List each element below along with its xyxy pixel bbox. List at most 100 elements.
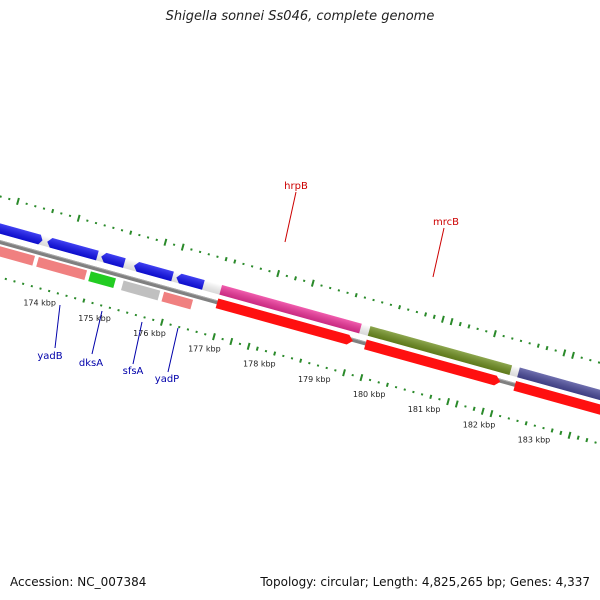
gene-bar-salmon-3[interactable] [161,291,194,310]
gc-tick [511,337,514,340]
gc-tick [299,358,303,363]
gc-tick [186,328,190,331]
gene-bar-green[interactable] [88,271,116,289]
gc-tick [380,301,384,304]
gc-tick [325,366,328,370]
gc-tick [8,197,11,201]
gc-tick [562,349,567,357]
gc-tick [472,406,476,412]
gene-bar-salmon-1[interactable] [0,235,36,266]
gc-tick [328,286,332,290]
gc-tick [337,289,341,292]
gc-tick [125,311,129,314]
gc-tick [293,276,297,281]
gc-tick [246,342,251,350]
gc-tick [180,243,185,251]
gc-tick [178,325,181,329]
gc-tick [372,298,375,302]
gc-tick [238,342,242,346]
gc-tick [346,291,349,295]
gc-tick [204,333,207,336]
gc-tick [16,197,20,206]
gene-label-hrpB[interactable]: hrpB [284,181,308,192]
gc-tick [224,256,228,262]
scale-label: 181 kbp [408,405,441,414]
gc-tick [480,407,485,415]
gc-tick [198,250,202,254]
gc-tick [389,303,393,307]
pointer-yadP [167,327,179,373]
gc-tick [446,397,451,406]
gene-label-yadP[interactable]: yadP [155,374,179,385]
scale-label: 174 kbp [23,299,56,308]
gc-tick [467,324,471,329]
gc-skew-track-lower [4,277,597,444]
gene-arrow-red-3[interactable] [513,381,600,425]
gc-tick [195,330,198,334]
gc-tick [351,373,354,377]
gc-tick [385,382,389,387]
gene-label-dksA[interactable]: dksA [79,358,103,369]
gc-tick [129,230,133,235]
gc-tick [91,301,94,305]
feature-row-lower [0,235,600,425]
gc-tick [282,354,285,358]
gene-label-sfsA[interactable]: sfsA [123,366,144,377]
gc-tick [368,378,372,382]
gene-label-mrcB[interactable]: mrcB [433,217,459,228]
gc-tick [310,279,315,287]
gc-tick [571,351,575,359]
scale-label: 182 kbp [463,420,496,429]
gc-tick [485,330,488,333]
gc-tick [438,397,441,401]
gc-tick [65,294,68,298]
gc-tick [567,431,572,439]
gc-tick [34,204,37,208]
gc-tick [143,316,146,319]
gc-tick [308,361,311,365]
gc-tick [86,219,89,222]
gc-tick [493,330,497,338]
gc-tick [73,296,77,300]
scale-label: 180 kbp [353,390,386,399]
gc-tick [554,349,557,352]
gc-tick [169,323,172,326]
gc-tick [47,289,51,293]
gc-tick [273,351,277,356]
gc-tick [476,327,479,331]
gene-labels: hrpB mrcB yadB dksA sfsA yadP [37,181,459,385]
gc-tick [458,321,462,327]
gc-tick [120,229,124,232]
gc-tick [233,259,237,264]
gc-tick [60,212,63,215]
gene-arrow-red-1[interactable] [215,298,355,345]
scale-label: 176 kbp [133,329,166,338]
pointer-mrcB [432,227,445,278]
gc-tick [207,253,210,256]
gc-tick [56,292,60,295]
gene-bar-salmon-2[interactable] [36,257,88,281]
pointer-yadB [54,304,61,349]
gc-tick [221,337,224,341]
upper-row-shading [0,213,600,411]
scale-label: 175 kbp [78,314,111,323]
scale-label: 183 kbp [518,436,551,445]
gc-tick [359,373,364,382]
gene-label-yadB[interactable]: yadB [37,351,62,362]
gc-tick [580,356,583,359]
gc-tick [334,369,337,372]
gc-tick [449,318,454,326]
gc-tick [412,390,415,394]
gc-tick [576,435,580,440]
gene-bar-grey[interactable] [120,280,161,301]
gc-tick [134,313,138,317]
genome-summary-text: Topology: circular; Length: 4,825,265 bp… [260,575,590,589]
gc-tick [138,233,141,237]
gc-tick [559,430,563,436]
gc-tick [533,424,537,427]
gc-skew-track-upper [0,195,600,364]
gc-tick [255,346,259,351]
gene-arrow-red-2[interactable] [364,339,502,387]
